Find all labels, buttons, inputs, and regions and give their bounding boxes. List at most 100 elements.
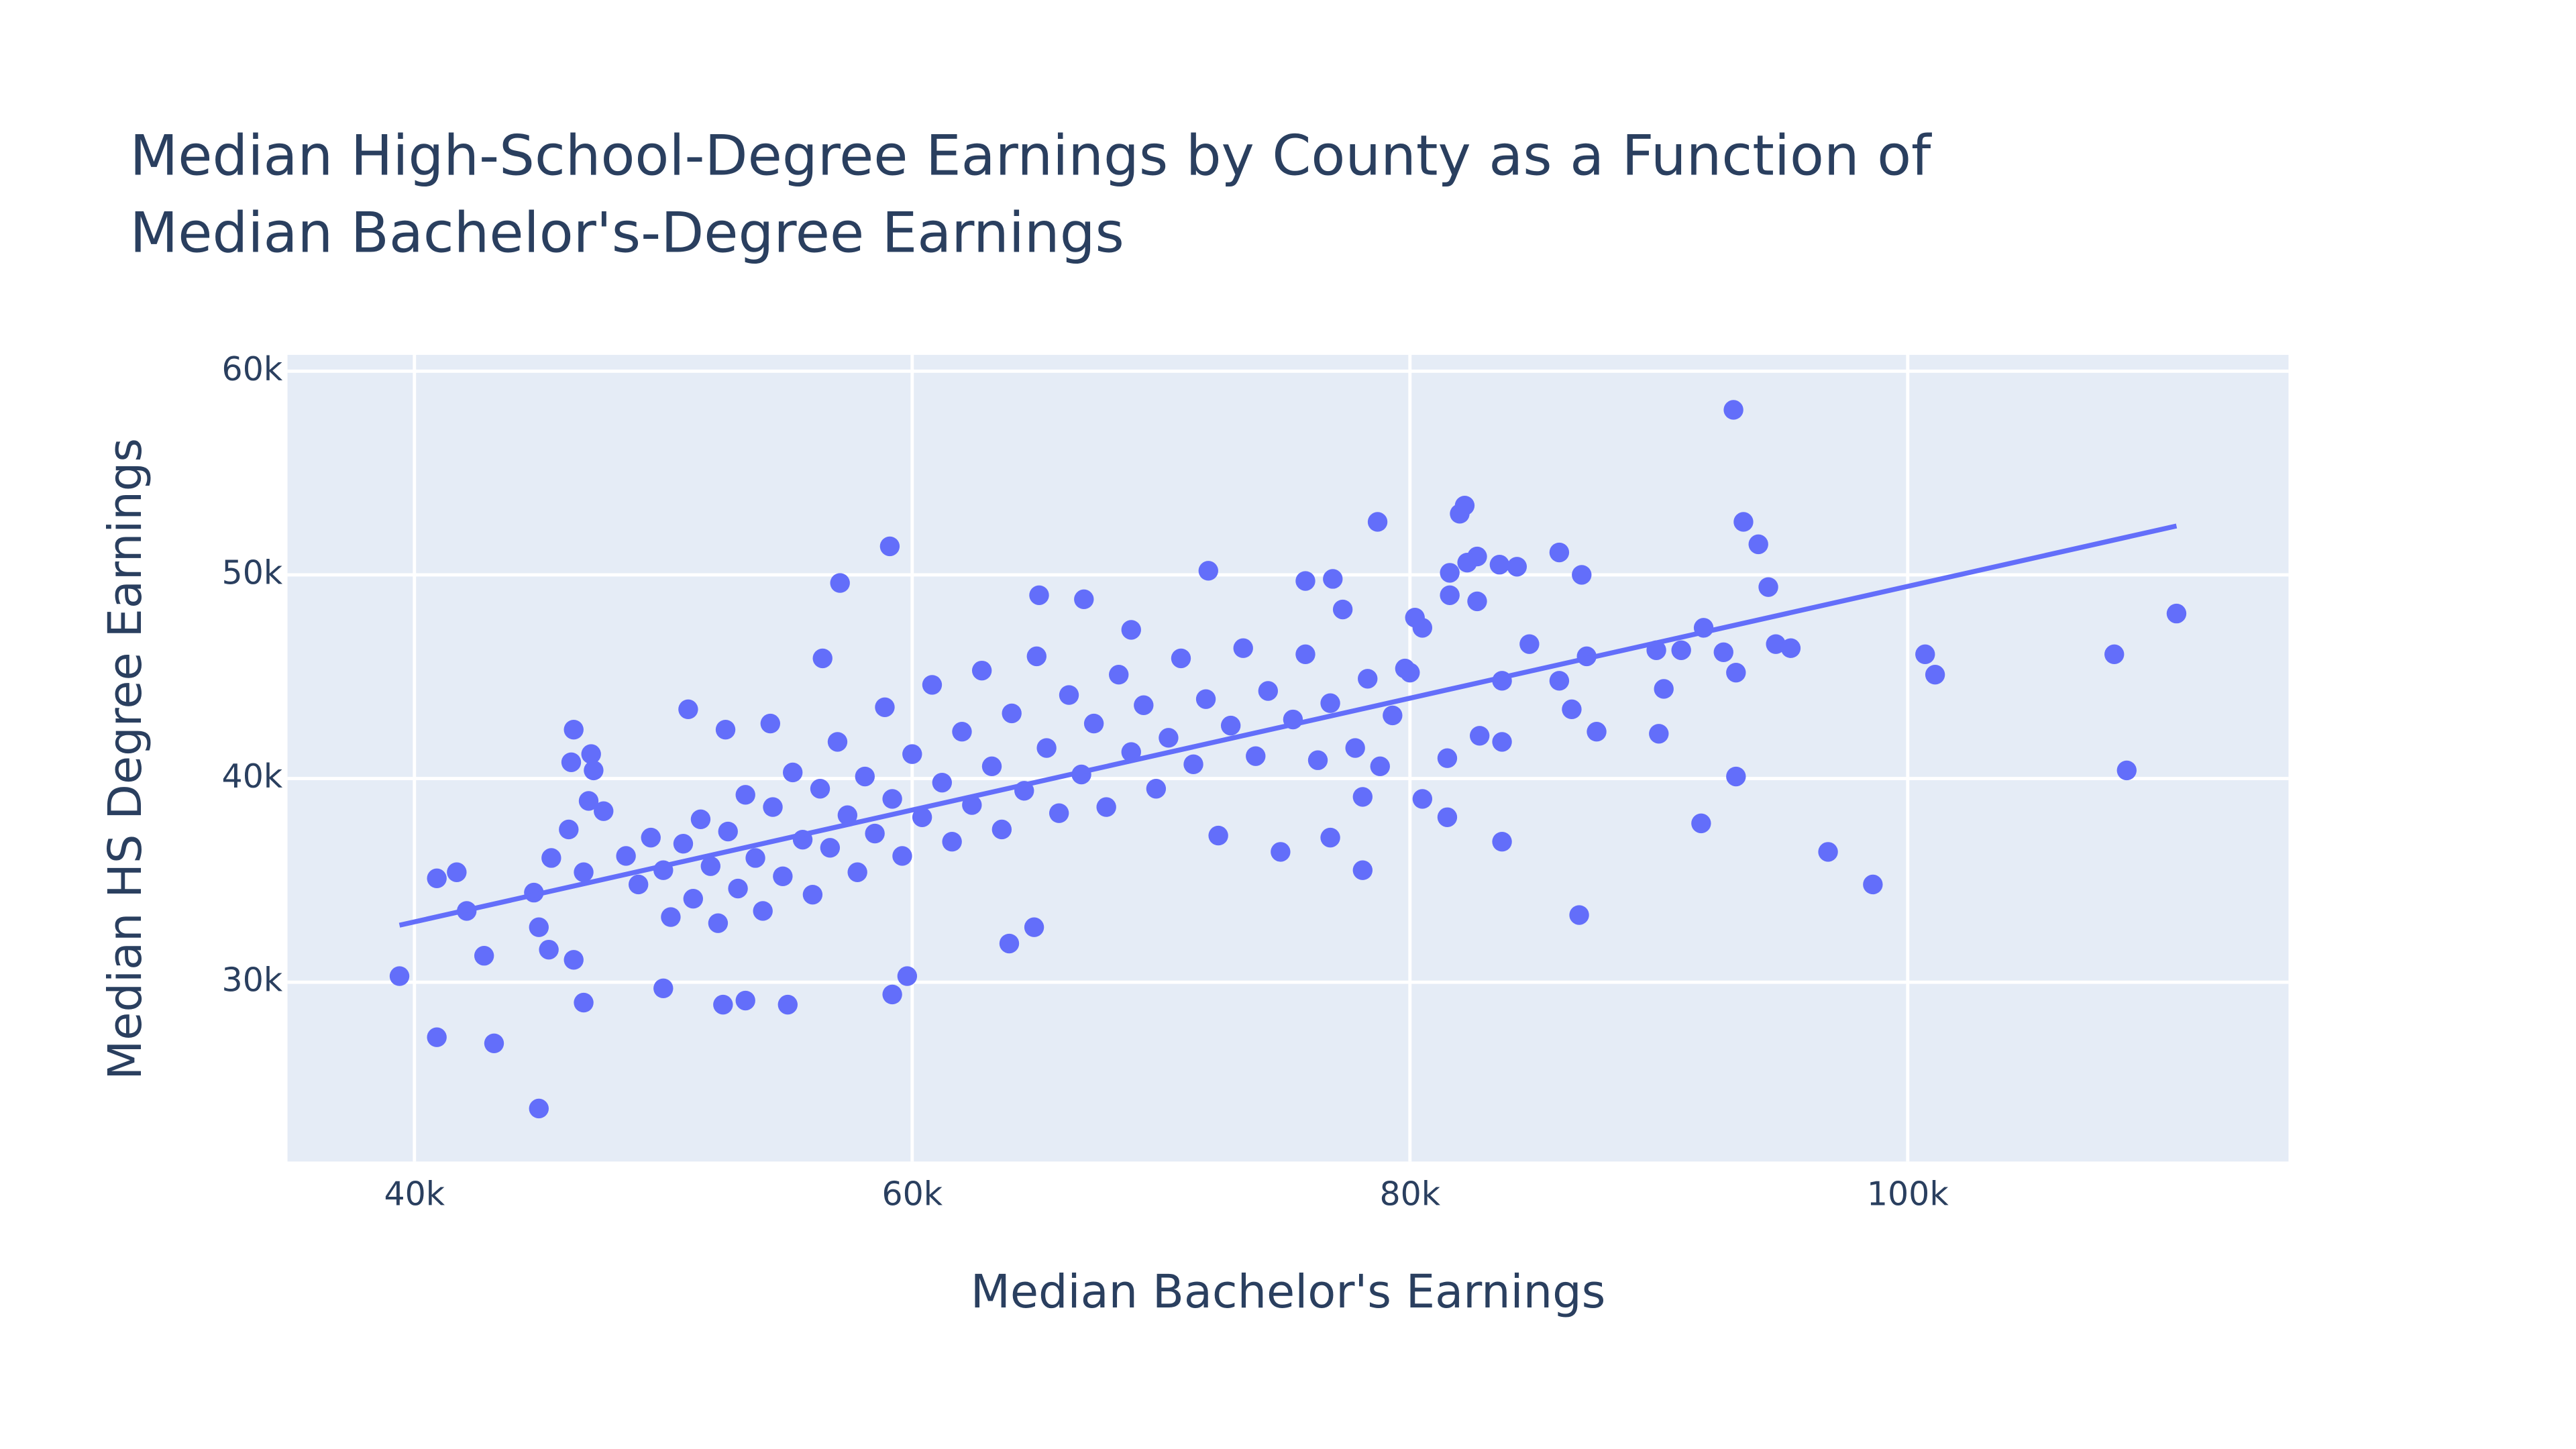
- scatter-point: [708, 913, 729, 933]
- scatter-point: [1029, 585, 1049, 605]
- scatter-point: [581, 744, 601, 764]
- y-tick-label: 30k: [222, 961, 283, 1000]
- scatter-point: [683, 889, 703, 909]
- chart-title: Median Bachelor's-Degree Earnings: [129, 201, 1124, 266]
- scatter-point: [1925, 665, 1945, 685]
- scatter-point: [561, 752, 582, 772]
- scatter-point: [1562, 699, 1582, 720]
- plot-area: [287, 354, 2289, 1162]
- scatter-point: [1024, 917, 1044, 937]
- scatter-point: [902, 744, 922, 764]
- scatter-point: [1233, 638, 1253, 658]
- scatter-point: [1467, 591, 1487, 612]
- scatter-point: [812, 648, 833, 669]
- scatter-point: [1671, 640, 1691, 660]
- scatter-point: [529, 1098, 549, 1119]
- scatter-point: [865, 823, 885, 844]
- scatter-point: [1074, 589, 1094, 610]
- scatter-point: [1171, 648, 1191, 669]
- scatter-point: [678, 699, 698, 720]
- scatter-point: [760, 713, 781, 734]
- scatter-point: [1345, 738, 1365, 758]
- scatter-point: [837, 805, 858, 825]
- scatter-point: [1323, 569, 1343, 589]
- scatter-point: [713, 994, 733, 1015]
- scatter-point: [2116, 760, 2137, 781]
- scatter-point: [1519, 634, 1540, 654]
- scatter-point: [753, 901, 773, 921]
- scatter-point: [1469, 726, 1490, 746]
- scatter-point: [1332, 599, 1353, 620]
- scatter-point: [999, 933, 1020, 954]
- scatter-point: [1183, 754, 1203, 775]
- scatter-point: [1726, 766, 1746, 787]
- x-tick-label: 80k: [1379, 1175, 1440, 1213]
- scatter-point: [1818, 842, 1838, 862]
- x-axis-title: Median Bachelor's Earnings: [971, 1265, 1606, 1319]
- scatter-point: [1083, 713, 1104, 734]
- scatter-point: [830, 573, 850, 593]
- scatter-point: [1258, 681, 1279, 701]
- scatter-point: [1457, 553, 1477, 573]
- scatter-point: [427, 1027, 447, 1047]
- scatter-point: [700, 856, 720, 876]
- scatter-point: [932, 772, 953, 793]
- scatter-point: [447, 862, 467, 882]
- scatter-point: [1780, 638, 1801, 658]
- scatter-point: [1395, 658, 1415, 679]
- scatter-point: [1295, 644, 1316, 665]
- scatter-point: [1587, 722, 1607, 742]
- scatter-point: [1654, 679, 1674, 699]
- scatter-point: [616, 846, 636, 866]
- scatter-point: [718, 821, 738, 842]
- scatter-point: [594, 801, 614, 821]
- scatter-point: [1405, 607, 1425, 628]
- scatter-point: [1412, 789, 1433, 809]
- scatter-point: [1454, 495, 1475, 516]
- x-tick-label: 100k: [1867, 1175, 1949, 1213]
- scatter-point: [474, 946, 494, 966]
- trend-line: [398, 523, 2178, 928]
- scatter-point: [559, 819, 579, 840]
- scatter-point: [952, 722, 972, 742]
- scatter-point: [389, 966, 410, 986]
- scatter-point: [2104, 644, 2125, 665]
- scatter-point: [1096, 797, 1116, 817]
- scatter-point: [820, 838, 841, 858]
- scatter-point: [1437, 807, 1458, 827]
- scatter-point: [1295, 571, 1316, 591]
- scatter-point: [1713, 642, 1733, 663]
- scatter-point: [1383, 705, 1403, 726]
- y-tick-label: 40k: [222, 757, 283, 796]
- scatter-point: [1036, 738, 1057, 758]
- scatter-point: [879, 536, 900, 557]
- scatter-point: [1549, 671, 1570, 691]
- x-tick-label: 40k: [384, 1175, 445, 1213]
- scatter-point: [653, 978, 674, 999]
- scatter-point: [1492, 832, 1512, 852]
- scatter-point: [728, 878, 748, 899]
- scatter-point: [1367, 512, 1388, 532]
- scatter-point: [1134, 695, 1154, 715]
- scatter-point: [942, 832, 962, 852]
- scatter-point: [1549, 542, 1570, 563]
- scatter-point: [715, 719, 736, 740]
- scatter-point: [1440, 563, 1460, 583]
- scatter-point: [882, 984, 902, 1005]
- scatter-point: [991, 819, 1012, 840]
- scatter-point: [1358, 669, 1378, 689]
- scatter-point: [529, 917, 549, 937]
- scatter-point: [810, 779, 830, 799]
- scatter-point: [827, 732, 848, 752]
- scatter-point: [1766, 634, 1786, 654]
- y-axis-title: Median HS Degree Earnings: [99, 438, 152, 1080]
- scatter-point: [628, 874, 649, 895]
- scatter-point: [1320, 827, 1340, 848]
- scatter-point: [783, 762, 803, 783]
- scatter-point: [802, 884, 823, 905]
- scatter-point: [1159, 728, 1179, 748]
- scatter-point: [971, 660, 992, 681]
- scatter-point: [1726, 662, 1746, 683]
